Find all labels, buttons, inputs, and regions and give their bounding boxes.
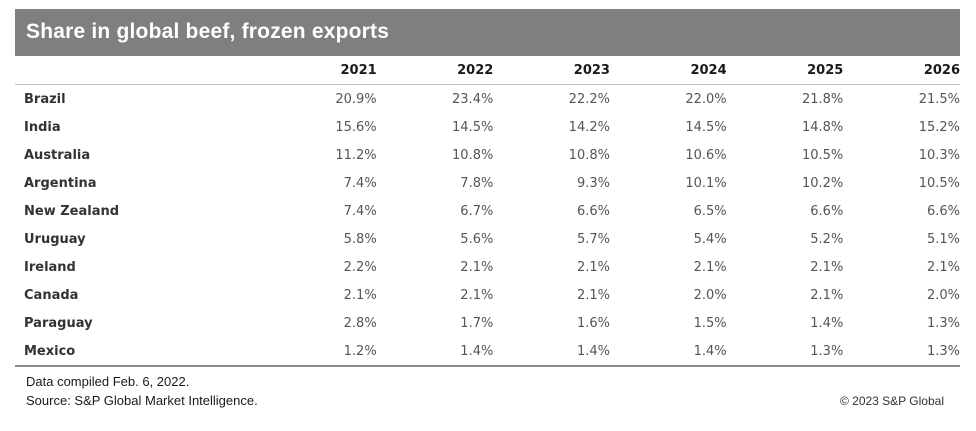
column-header-2025: 2025 xyxy=(726,56,844,85)
table-row: Brazil 20.9% 23.4% 22.2% 22.0% 21.8% 21.5% xyxy=(15,85,960,114)
table-cell: 1.2% xyxy=(260,337,377,367)
table-cell: 6.6% xyxy=(810,203,844,219)
table-cell: 15.6% xyxy=(335,119,377,135)
table-cell: 21.8% xyxy=(801,91,844,107)
row-label: Brazil xyxy=(24,91,66,107)
title-banner: Share in global beef, frozen exports xyxy=(15,9,960,56)
table-cell: 2.1% xyxy=(460,259,494,275)
table-cell: 10.8% xyxy=(568,147,610,163)
data-table: 2021 2022 2023 2024 2025 2026 Brazil 20.9% 23.4… xyxy=(15,56,960,367)
table-cell: 15.2% xyxy=(918,119,960,135)
chart-title: Share in global beef, frozen exports xyxy=(26,20,390,43)
header-row: 2021 2022 2023 2024 2025 2026 xyxy=(15,56,960,85)
table-cell: 5.8% xyxy=(343,231,377,247)
row-label: Paraguay xyxy=(24,315,93,331)
table-cell: 7.4% xyxy=(343,203,377,219)
table-cell: 20.9% xyxy=(335,91,377,107)
table-cell: 2.0% xyxy=(926,287,960,303)
table-row: Ireland 2.2% 2.1% 2.1% 2.1% 2.1% 2.1% xyxy=(15,253,960,281)
data-table-container: 2021 2022 2023 2024 2025 2026 Brazil 20.9% 23.4… xyxy=(15,56,960,367)
row-label: Argentina xyxy=(24,175,97,191)
column-header-2022: 2022 xyxy=(376,56,494,85)
table-row: Canada 2.1% 2.1% 2.1% 2.0% 2.1% 2.0% xyxy=(15,281,960,309)
table-cell: 14.5% xyxy=(452,119,494,135)
table-cell: 2.1% xyxy=(576,287,610,303)
table-row: India 15.6% 14.5% 14.2% 14.5% 14.8% 15.2% xyxy=(15,113,960,141)
table-cell: 1.7% xyxy=(460,315,494,331)
row-label: Ireland xyxy=(24,259,76,275)
table-cell: 2.1% xyxy=(926,259,960,275)
table-row: New Zealand 7.4% 6.7% 6.6% 6.5% 6.6% 6.6% xyxy=(15,197,960,225)
column-header-2021: 2021 xyxy=(260,56,377,85)
table-row: Argentina 7.4% 7.8% 9.3% 10.1% 10.2% 10.5% xyxy=(15,169,960,197)
table-cell: 6.7% xyxy=(460,203,494,219)
table-cell: 1.4% xyxy=(810,315,844,331)
table-cell: 9.3% xyxy=(576,175,610,191)
table-cell: 1.3% xyxy=(926,315,960,331)
table-cell: 5.6% xyxy=(460,231,494,247)
table-row: Uruguay 5.8% 5.6% 5.7% 5.4% 5.2% 5.1% xyxy=(15,225,960,253)
header-empty-cell xyxy=(15,56,261,85)
table-cell: 2.1% xyxy=(460,287,494,303)
table-cell: 6.6% xyxy=(576,203,610,219)
table-cell: 2.1% xyxy=(810,287,844,303)
table-cell: 21.5% xyxy=(918,91,960,107)
row-label: Mexico xyxy=(15,337,261,367)
table-cell: 23.4% xyxy=(452,91,494,107)
table-cell: 7.8% xyxy=(460,175,494,191)
table-cell: 1.4% xyxy=(376,337,494,367)
table-row: Australia 11.2% 10.8% 10.8% 10.6% 10.5% 10.3% xyxy=(15,141,960,169)
table-cell: 5.1% xyxy=(926,231,960,247)
table-body: Brazil 20.9% 23.4% 22.2% 22.0% 21.8% 21.5% Indi… xyxy=(15,85,960,367)
table-cell: 1.4% xyxy=(493,337,610,367)
source-note: Source: S&P Global Market Intelligence. xyxy=(26,393,258,408)
table-cell: 11.2% xyxy=(335,147,377,163)
column-header-2024: 2024 xyxy=(609,56,727,85)
table-cell: 10.2% xyxy=(801,175,844,191)
table-cell: 5.4% xyxy=(693,231,727,247)
table-cell: 7.4% xyxy=(343,175,377,191)
table-cell: 2.2% xyxy=(343,259,377,275)
row-label: Australia xyxy=(24,147,91,163)
row-label: Uruguay xyxy=(24,231,86,247)
copyright-note: © 2023 S&P Global xyxy=(839,394,944,408)
table-cell: 22.2% xyxy=(568,91,610,107)
row-label: New Zealand xyxy=(24,203,120,219)
table-cell: 10.5% xyxy=(918,175,960,191)
table-cell: 22.0% xyxy=(685,91,727,107)
table-cell: 2.1% xyxy=(576,259,610,275)
row-label: India xyxy=(24,119,61,135)
table-cell: 2.0% xyxy=(693,287,727,303)
table-cell: 14.2% xyxy=(568,119,610,135)
table-cell: 10.3% xyxy=(918,147,960,163)
column-header-2023: 2023 xyxy=(493,56,610,85)
compiled-note: Data compiled Feb. 6, 2022. xyxy=(26,374,190,389)
table-cell: 14.8% xyxy=(801,119,844,135)
table-cell: 1.4% xyxy=(609,337,727,367)
table-cell: 2.1% xyxy=(810,259,844,275)
table-cell: 1.3% xyxy=(843,337,960,367)
table-row: Mexico 1.2% 1.4% 1.4% 1.4% 1.3% 1.3% xyxy=(15,337,960,367)
table-cell: 10.6% xyxy=(685,147,727,163)
table-cell: 5.7% xyxy=(576,231,610,247)
table-cell: 2.1% xyxy=(343,287,377,303)
table-cell: 6.6% xyxy=(926,203,960,219)
table-cell: 1.5% xyxy=(693,315,727,331)
table-cell: 10.5% xyxy=(801,147,844,163)
table-cell: 2.8% xyxy=(343,315,377,331)
row-label: Canada xyxy=(24,287,79,303)
table-cell: 5.2% xyxy=(810,231,844,247)
table-cell: 1.6% xyxy=(576,315,610,331)
column-header-2026: 2026 xyxy=(843,56,960,85)
table-row: Paraguay 2.8% 1.7% 1.6% 1.5% 1.4% 1.3% xyxy=(15,309,960,337)
table-cell: 10.8% xyxy=(452,147,494,163)
table-cell: 1.3% xyxy=(726,337,844,367)
table-cell: 6.5% xyxy=(693,203,727,219)
table-cell: 2.1% xyxy=(693,259,727,275)
table-cell: 14.5% xyxy=(685,119,727,135)
table-cell: 10.1% xyxy=(685,175,727,191)
